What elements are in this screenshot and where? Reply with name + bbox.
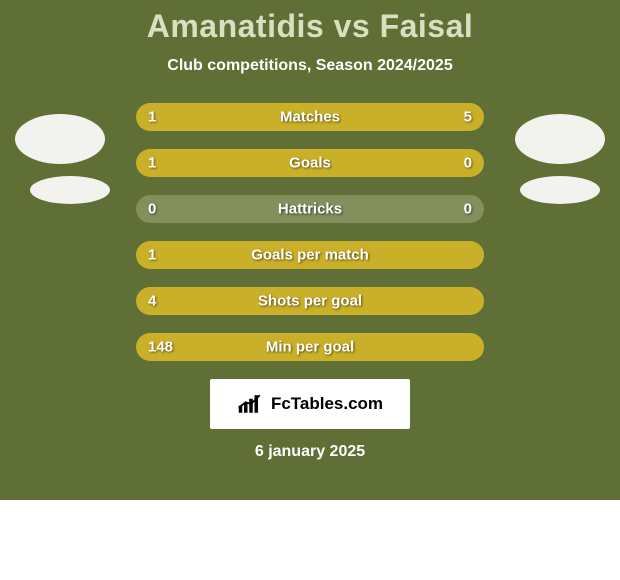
player-right-name: Faisal (380, 8, 474, 44)
subtitle: Club competitions, Season 2024/2025 (0, 57, 620, 75)
chart-icon (237, 392, 265, 416)
stat-row: 4 Shots per goal (136, 287, 484, 315)
stat-row: 148 Min per goal (136, 333, 484, 361)
stat-value-left: 1 (148, 109, 156, 126)
logo-text: FcTables.com (271, 394, 383, 414)
player-right-flag (520, 176, 600, 204)
stats-bars: 1 5 Matches 1 0 Goals 0 0 Hattricks 1 Goals per ma… (136, 103, 484, 361)
vs-text: vs (334, 8, 371, 44)
site-logo-badge: FcTables.com (210, 379, 410, 429)
stat-row: 1 0 Goals (136, 149, 484, 177)
stat-value-left: 4 (148, 293, 156, 310)
stat-fill-left (136, 103, 194, 131)
player-left-avatar (15, 114, 105, 164)
stat-value-left: 1 (148, 155, 156, 172)
stat-value-right: 0 (464, 201, 472, 218)
stat-row: 0 0 Hattricks (136, 195, 484, 223)
stat-label: Matches (280, 109, 340, 126)
stat-row: 1 5 Matches (136, 103, 484, 131)
stat-label: Min per goal (266, 339, 354, 356)
player-right-avatar (515, 114, 605, 164)
stat-label: Hattricks (278, 201, 342, 218)
stat-value-right: 0 (464, 155, 472, 172)
stat-label: Shots per goal (258, 293, 362, 310)
stat-fill-right (414, 149, 484, 177)
player-left-name: Amanatidis (147, 8, 324, 44)
comparison-card: Amanatidis vs Faisal Club competitions, … (0, 0, 620, 500)
stat-value-right: 5 (464, 109, 472, 126)
player-left-flag (30, 176, 110, 204)
stat-label: Goals per match (251, 247, 369, 264)
stat-value-left: 1 (148, 247, 156, 264)
stat-value-left: 148 (148, 339, 173, 356)
stat-value-left: 0 (148, 201, 156, 218)
page-title: Amanatidis vs Faisal (0, 8, 620, 45)
stat-label: Goals (289, 155, 331, 172)
stat-row: 1 Goals per match (136, 241, 484, 269)
generated-date: 6 january 2025 (0, 443, 620, 461)
stat-fill-left (136, 149, 414, 177)
